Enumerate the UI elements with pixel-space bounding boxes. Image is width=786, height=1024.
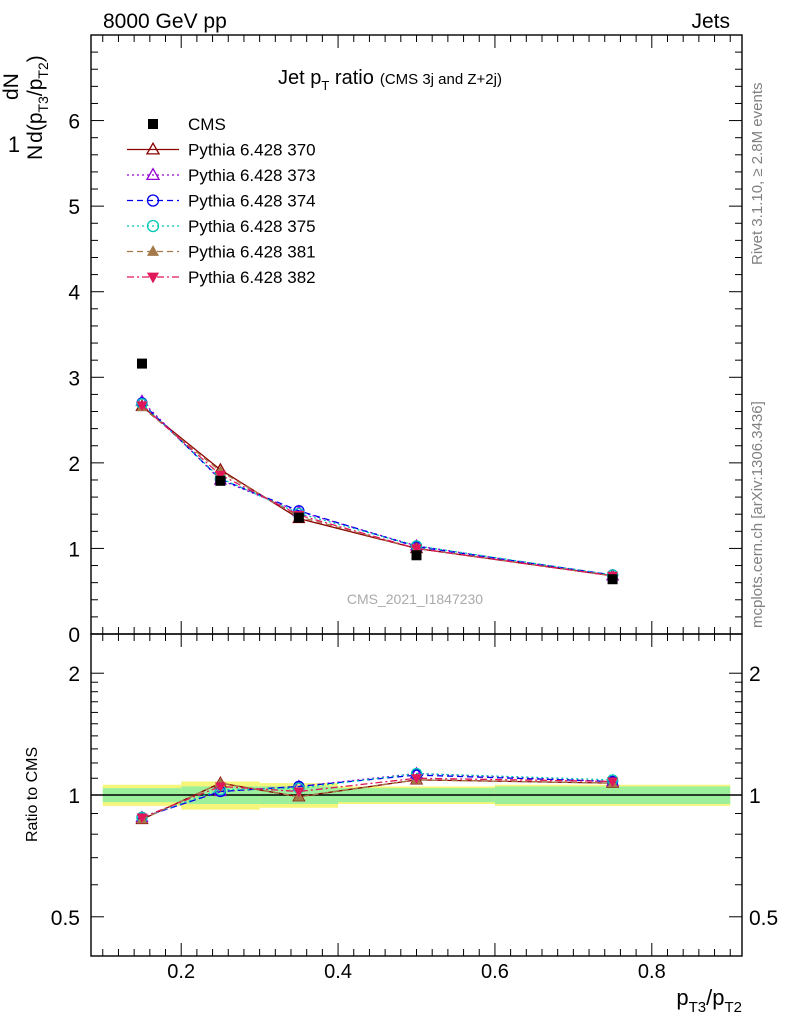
x-tick-label: 0.8: [638, 961, 666, 983]
legend-marker: [145, 141, 161, 155]
y-axis-title-top: 1 N Nd(pT3/pT2) dN: [0, 55, 51, 160]
cms-point: [136, 358, 147, 369]
top-panel: 0 1 2 3 4 5 6: [68, 34, 743, 647]
series-pythia-6-428-374: [136, 397, 619, 581]
y-tick-label: 2: [68, 453, 80, 476]
ratio-y-tick-label-right: 2: [749, 663, 761, 686]
legend-marker: [146, 219, 160, 233]
ylabel-dn: dN: [0, 73, 23, 100]
mcplots-label: mcplots.cern.ch [arXiv:1306.3436]: [749, 401, 766, 628]
x-tick-label: 0.2: [167, 961, 195, 983]
ratio-point: [136, 813, 148, 824]
cms-point: [607, 574, 618, 585]
ratio-y-tick-label-left: 1: [68, 785, 80, 808]
cms-point: [215, 475, 226, 486]
ratio-y-tick-label-right: 1: [749, 785, 761, 808]
ratio-point: [293, 787, 305, 798]
legend-label: Pythia 6.428 374: [188, 192, 316, 211]
series-line: [141, 405, 613, 577]
legend-item: Pythia 6.428 381: [127, 243, 316, 262]
ratio-y-tick-label-right: 0.5: [749, 907, 778, 930]
series-pythia-6-428-381: [136, 401, 619, 580]
ratio-point: [607, 777, 619, 788]
legend-item: Pythia 6.428 375: [127, 217, 316, 236]
series-pythia-6-428-370: [135, 399, 620, 581]
legend-marker: [148, 119, 158, 129]
chart-title: Jet pT ratio (CMS 3j and Z+2j): [278, 67, 502, 93]
x-axis-title: pT3/pT2: [676, 985, 742, 1016]
analysis-watermark: CMS_2021_I1847230: [347, 591, 483, 607]
legend-marker: [146, 245, 160, 256]
legend-marker: [145, 167, 161, 181]
legend-item: Pythia 6.428 370: [127, 141, 316, 160]
series-line: [141, 406, 613, 577]
x-tick-label: 0.6: [481, 961, 509, 983]
ratio-y-tick-label-left: 2: [68, 663, 80, 686]
series-point: [411, 544, 422, 555]
y-axis-title-ratio: Ratio to CMS: [24, 747, 41, 842]
legend-marker: [146, 272, 160, 284]
cms-point: [293, 512, 304, 523]
y-tick-label: 1: [68, 538, 80, 561]
ylabel-fraction: Nd(pT3/pT2): [24, 55, 51, 160]
ratio-point: [411, 774, 422, 785]
header-left: 8000 GeV pp: [103, 10, 227, 33]
series-line: [141, 403, 613, 576]
legend-item: Pythia 6.428 373: [127, 166, 316, 185]
ratio-line: [141, 779, 613, 821]
legend-label: Pythia 6.428 375: [188, 217, 316, 236]
legend-label: Pythia 6.428 370: [188, 141, 316, 160]
header-right: Jets: [691, 10, 730, 33]
ratio-y-tick-label-left: 0.5: [51, 907, 80, 930]
series-point: [136, 401, 148, 412]
series-point: [214, 470, 226, 481]
x-tick-label: 0.4: [324, 961, 352, 983]
y-tick-label: 4: [68, 282, 80, 305]
series-line: [141, 400, 613, 577]
ratio-line: [141, 774, 613, 819]
ratio-point: [214, 782, 226, 793]
ratio-series-pythia-6-428-382: [136, 774, 619, 824]
legend-item: Pythia 6.428 374: [127, 192, 316, 211]
ratio-line: [141, 777, 613, 819]
legend-marker: [146, 194, 160, 207]
legend-label: Pythia 6.428 382: [188, 268, 316, 287]
series-cms: [136, 358, 618, 585]
series-pythia-6-428-373: [135, 394, 620, 581]
ylabel-one: 1: [8, 132, 20, 157]
rivet-label: Rivet 3.1.10, ≥ 2.8M events: [749, 83, 766, 266]
legend-label: Pythia 6.428 373: [188, 166, 316, 185]
ratio-panel: 0.2 0.4 0.6 0.8 0.5 0.5 1 1 2 2: [51, 633, 778, 983]
series-line: [141, 402, 613, 576]
legend-item: CMS: [148, 115, 226, 134]
y-tick-label: 0: [68, 624, 80, 647]
legend-item: Pythia 6.428 382: [127, 268, 316, 287]
legend: CMS Pythia 6.428 370 Pythia 6.428 373 Pythi…: [127, 115, 316, 287]
series-pythia-6-428-382: [136, 401, 619, 582]
series-line: [141, 405, 613, 577]
series-pythia-6-428-375: [136, 398, 619, 581]
cms-point: [411, 550, 422, 561]
y-tick-label: 5: [68, 196, 80, 219]
y-tick-label: 6: [68, 111, 80, 134]
legend-label: Pythia 6.428 381: [188, 243, 316, 262]
legend-label: CMS: [188, 115, 226, 134]
y-tick-label: 3: [68, 367, 80, 390]
